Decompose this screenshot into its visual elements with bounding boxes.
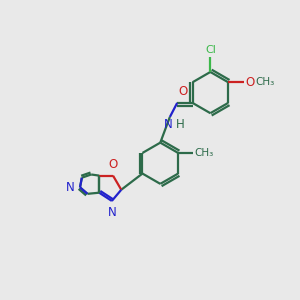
Text: Cl: Cl bbox=[205, 45, 216, 55]
Text: N: N bbox=[108, 206, 117, 219]
Text: H: H bbox=[176, 118, 185, 131]
Text: CH₃: CH₃ bbox=[194, 148, 214, 158]
Text: O: O bbox=[245, 76, 254, 89]
Text: CH₃: CH₃ bbox=[256, 77, 275, 87]
Text: O: O bbox=[109, 158, 118, 172]
Text: N: N bbox=[164, 118, 173, 131]
Text: O: O bbox=[179, 85, 188, 98]
Text: N: N bbox=[66, 182, 75, 194]
